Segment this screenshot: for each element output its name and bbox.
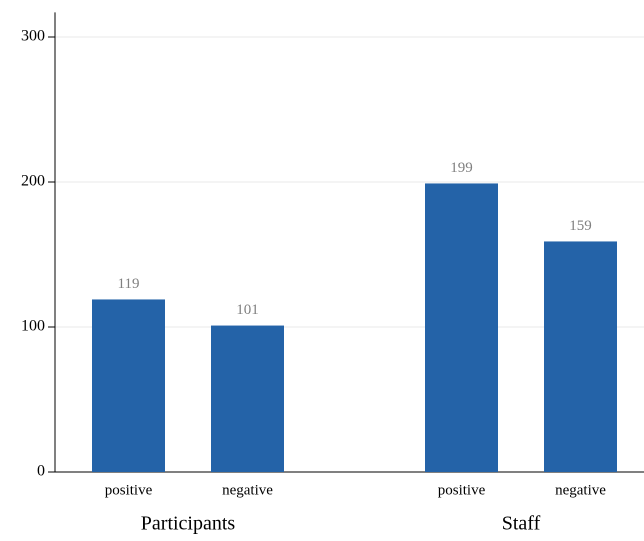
group-label: Staff [502, 513, 541, 535]
bar [425, 183, 498, 472]
bar [544, 241, 617, 472]
group-label: Participants [141, 513, 236, 535]
y-tick-label: 200 [21, 173, 45, 190]
y-tick-label: 300 [21, 28, 45, 45]
y-tick-label: 100 [21, 318, 45, 335]
bar [211, 325, 284, 472]
value-label: 159 [569, 218, 592, 234]
value-label: 199 [450, 160, 473, 176]
y-tick-label: 0 [37, 463, 45, 480]
x-tick-label: positive [105, 482, 153, 498]
x-tick-label: positive [438, 482, 486, 498]
value-label: 119 [118, 276, 140, 292]
x-tick-label: negative [555, 482, 606, 498]
value-label: 101 [236, 302, 259, 318]
x-tick-label: negative [222, 482, 273, 498]
bar [92, 299, 165, 472]
